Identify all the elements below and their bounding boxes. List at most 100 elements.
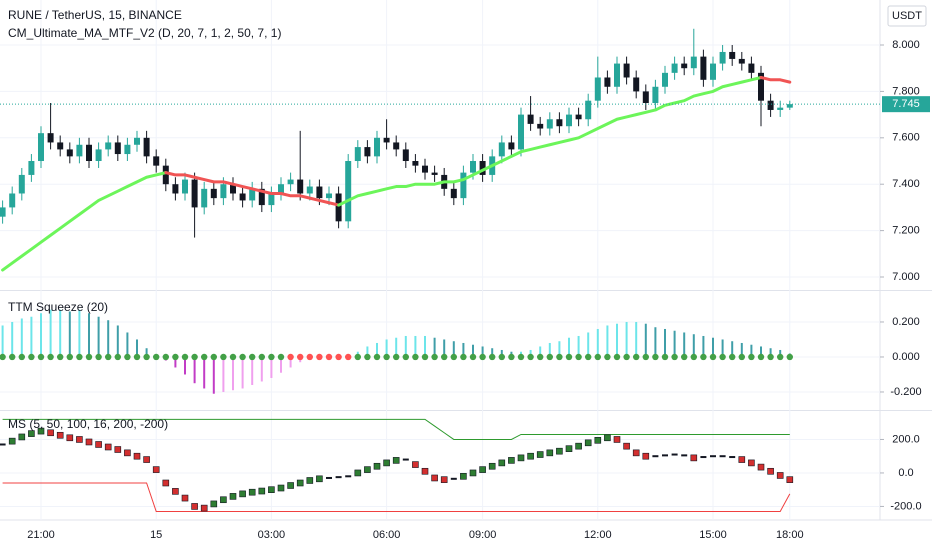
- candle-body: [710, 63, 716, 80]
- squeeze-dot: [671, 353, 678, 361]
- candle-body: [297, 179, 304, 194]
- candle-body: [57, 142, 64, 150]
- candle-body: [306, 186, 313, 194]
- oscillator-square: [364, 466, 371, 473]
- squeeze-dot: [201, 353, 208, 361]
- x-tick-label: 21:00: [27, 529, 55, 541]
- indicator-title: CM_Ultimate_MA_MTF_V2 (D, 20, 7, 1, 2, 5…: [8, 26, 281, 40]
- squeeze-dot: [700, 353, 707, 361]
- oscillator-square: [421, 467, 429, 475]
- squeeze-dot: [421, 353, 429, 361]
- y-tick-label: 7.400: [892, 178, 920, 190]
- oscillator-square: [287, 482, 294, 489]
- squeeze-dot: [316, 353, 323, 361]
- squeeze-dot: [546, 353, 553, 361]
- candle-body: [556, 119, 563, 127]
- candle-body: [172, 184, 179, 194]
- squeeze-dot: [393, 353, 400, 361]
- candle-body: [614, 63, 620, 87]
- candle-body: [402, 149, 409, 162]
- squeeze-dot: [229, 353, 237, 361]
- candle-body: [47, 133, 54, 143]
- candle-body: [460, 172, 467, 199]
- y-tick-label: 8.000: [892, 39, 920, 51]
- squeeze-dot: [335, 353, 342, 361]
- candle-body: [662, 72, 668, 87]
- oscillator-dash: [681, 454, 688, 457]
- squeeze-dot: [517, 353, 525, 361]
- y-tick-label: 7.200: [892, 225, 920, 237]
- oscillator-dash: [402, 458, 409, 461]
- oscillator-square: [162, 479, 170, 487]
- candle-body: [268, 193, 275, 206]
- y-tick-label: -200.0: [890, 500, 921, 512]
- squeeze-dot: [661, 353, 669, 361]
- candle-body: [652, 86, 659, 104]
- candle-body: [162, 165, 169, 185]
- candle-body: [134, 137, 140, 145]
- oscillator-square: [296, 479, 304, 487]
- candle-body: [633, 77, 640, 92]
- candle-body: [364, 147, 371, 157]
- oscillator-square: [431, 474, 438, 482]
- oscillator-square: [536, 451, 544, 458]
- chart-title: RUNE / TetherUS, 15, BINANCE: [8, 8, 182, 22]
- candle-body: [326, 193, 332, 199]
- candle-body: [210, 188, 217, 199]
- squeeze-dot: [153, 353, 160, 361]
- squeeze-dot: [556, 353, 563, 361]
- squeeze-dot: [105, 353, 112, 361]
- squeeze-dot: [431, 353, 438, 361]
- oscillator-square: [623, 442, 630, 450]
- oscillator-dash: [719, 455, 726, 458]
- squeeze-dot: [652, 353, 659, 361]
- oscillator-square: [124, 449, 131, 457]
- oscillator-square: [440, 476, 448, 483]
- squeeze-dot: [402, 353, 409, 361]
- squeeze-dot: [239, 353, 246, 361]
- oscillator-square: [392, 457, 400, 464]
- oscillator-square: [412, 461, 419, 468]
- squeeze-dot: [498, 353, 505, 361]
- oscillator-dash: [345, 475, 352, 478]
- oscillator-square: [767, 467, 774, 475]
- currency-box[interactable]: [887, 5, 927, 27]
- oscillator-square: [527, 452, 534, 460]
- squeeze-dot: [143, 353, 150, 361]
- oscillator-square: [181, 494, 189, 502]
- oscillator-square: [748, 459, 755, 467]
- squeeze-dot: [364, 353, 371, 361]
- oscillator-square: [373, 462, 381, 470]
- candle-body: [316, 186, 323, 199]
- squeeze-dot: [489, 353, 496, 361]
- squeeze-dot: [297, 353, 304, 361]
- candle-body: [287, 179, 294, 185]
- squeeze-dot: [450, 353, 457, 361]
- oscillator-square: [143, 456, 150, 463]
- oscillator-square: [479, 466, 486, 473]
- candle-body: [182, 179, 188, 194]
- squeeze-dot: [690, 353, 697, 361]
- candle-body: [86, 144, 92, 162]
- oscillator-square: [632, 449, 640, 457]
- squeeze-dot: [642, 353, 649, 361]
- oscillator-square: [18, 433, 26, 441]
- candle-body: [537, 123, 544, 129]
- squeeze-dot: [162, 353, 169, 361]
- squeeze-dot: [479, 353, 486, 361]
- candle-body: [585, 100, 592, 120]
- squeeze-dot: [76, 353, 83, 361]
- squeeze-dot: [345, 353, 352, 361]
- squeeze-dot: [383, 353, 390, 361]
- oscillator-square: [76, 436, 83, 443]
- candle-body: [105, 142, 112, 150]
- candle-body: [0, 207, 6, 217]
- squeeze-dot: [575, 353, 582, 361]
- oscillator-square: [239, 490, 246, 498]
- oscillator-square: [114, 446, 122, 453]
- oscillator-square: [133, 452, 141, 460]
- currency[interactable]: USDT: [892, 10, 922, 22]
- candle-body: [777, 107, 784, 110]
- x-tick-label: 18:00: [776, 529, 804, 541]
